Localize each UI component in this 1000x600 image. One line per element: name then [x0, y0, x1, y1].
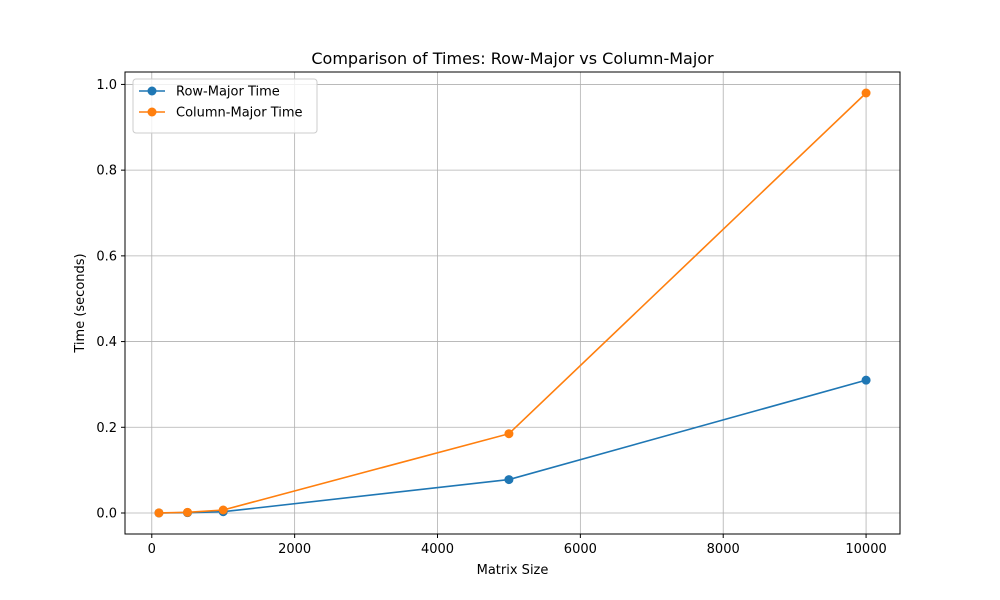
legend-label-row-major: Row-Major Time: [176, 85, 280, 100]
y-tick-label: 1.0: [96, 78, 117, 93]
y-tick-label: 0.8: [96, 164, 117, 179]
x-tick-label: 2000: [278, 542, 311, 557]
legend-item-row-major: Row-Major Time: [139, 85, 280, 100]
legend-label-column-major: Column-Major Time: [176, 106, 303, 121]
legend-item-column-major: Column-Major Time: [139, 106, 303, 121]
tick-layer: 0 2000 4000 6000 8000 10000 0.0 0.2 0.4 0.6 0.8 1.0: [96, 78, 886, 557]
legend: Row-Major Time Column-Major Time: [132, 78, 318, 134]
x-tick-label: 6000: [564, 542, 597, 557]
data-point-row-major: [504, 475, 514, 485]
series-layer: [154, 88, 871, 518]
y-tick-label: 0.4: [96, 335, 117, 350]
series-line-column-major: [158, 92, 867, 514]
series-line-row-major: [158, 379, 867, 514]
data-point-column-major: [504, 429, 514, 439]
data-point-row-major: [861, 375, 871, 385]
data-point-column-major: [154, 508, 164, 518]
chart-title: Comparison of Times: Row-Major vs Column…: [311, 49, 714, 68]
y-tick-label: 0.6: [96, 249, 117, 264]
x-tick-label: 4000: [421, 542, 454, 557]
legend-box: [132, 78, 318, 134]
grid-layer: [125, 72, 900, 534]
x-axis-label: Matrix Size: [477, 563, 549, 578]
data-point-column-major: [861, 88, 871, 98]
plot-area-frame: [124, 71, 901, 535]
y-tick-label: 0.2: [96, 421, 117, 436]
data-point-column-major: [218, 505, 228, 515]
y-axis-label: Time (seconds): [73, 253, 88, 353]
x-tick-label: 8000: [707, 542, 740, 557]
y-tick-label: 0.0: [96, 507, 117, 522]
legend-marker-row-major: [147, 86, 157, 96]
data-point-column-major: [183, 507, 192, 517]
legend-marker-column-major: [147, 107, 157, 117]
x-tick-label: 10000: [845, 542, 886, 557]
x-tick-label: 0: [148, 542, 156, 557]
